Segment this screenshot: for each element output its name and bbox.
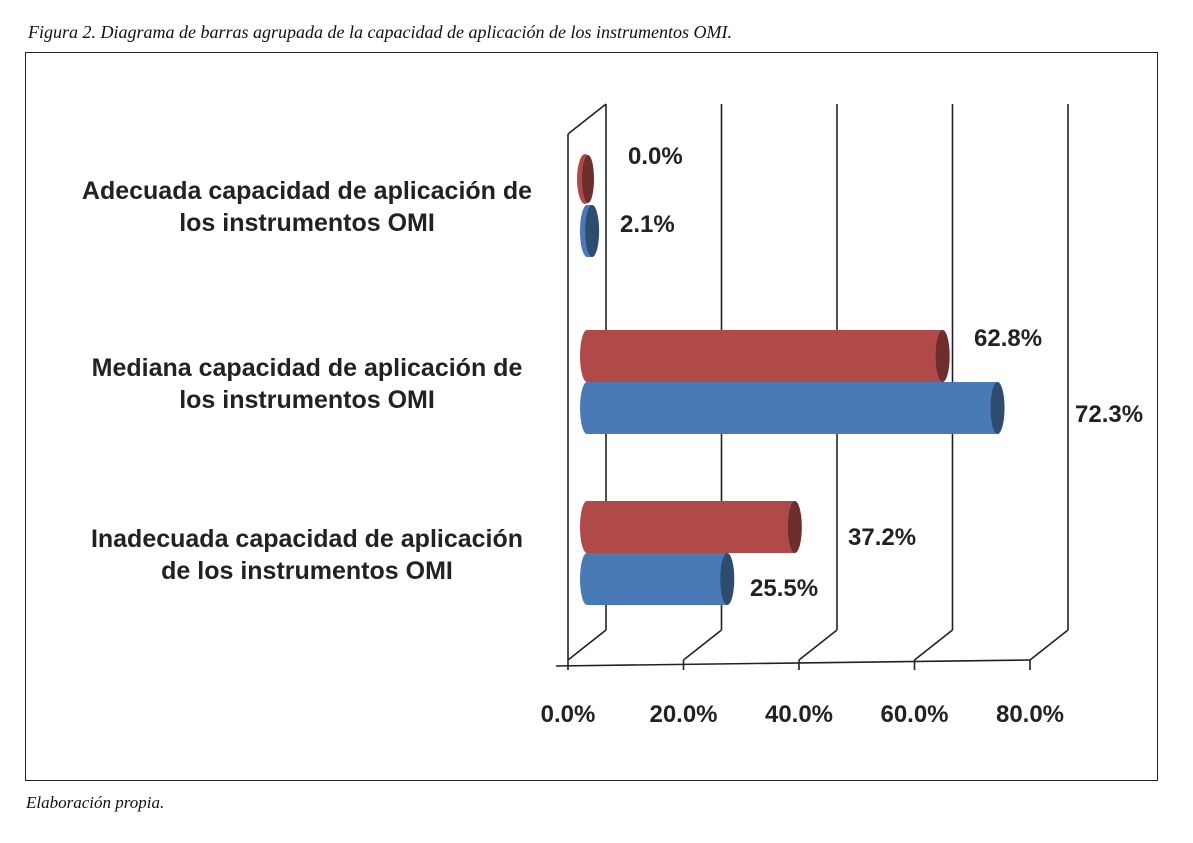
bar-end-cap	[720, 553, 735, 605]
x-tick-label: 40.0%	[765, 701, 833, 728]
category-label-line: Inadecuada capacidad de aplicación	[91, 525, 523, 553]
grid-layer	[555, 103, 1069, 670]
chart-frame	[25, 52, 1158, 781]
data-label: 0.0%	[628, 143, 683, 170]
bar-end-cap	[935, 330, 950, 382]
data-label: 72.3%	[1075, 401, 1143, 428]
bar	[580, 205, 600, 257]
figure-footnote: Elaboración propia.	[26, 793, 165, 812]
category-label: Mediana capacidad de aplicación de los in…	[92, 354, 523, 414]
x-tick-label: 60.0%	[880, 701, 948, 728]
bar-body	[580, 553, 728, 605]
category-label-line: los instrumentos OMI	[179, 209, 435, 237]
x-axis-line	[555, 659, 1031, 667]
category-label-line: Adecuada capacidad de aplicación de	[82, 177, 532, 205]
category-label-line: de los instrumentos OMI	[161, 557, 453, 585]
bar	[580, 501, 802, 553]
x-tick-label: 0.0%	[541, 701, 596, 728]
figure-caption: Figura 2. Diagrama de barras agrupada de…	[28, 22, 732, 42]
bar-end-cap	[990, 382, 1005, 434]
gridline-depth	[914, 629, 953, 661]
labels-layer: 0.0% 20.0% 40.0% 60.0% 80.0% 0.0% 2.1% Adecuada…	[82, 143, 1143, 728]
category-label-line: los instrumentos OMI	[179, 386, 435, 414]
bars-layer	[577, 154, 1005, 605]
bar-body	[580, 501, 795, 553]
data-label: 37.2%	[848, 524, 916, 551]
x-tick-label: 20.0%	[649, 701, 717, 728]
category-label-line: Mediana capacidad de aplicación de	[92, 354, 523, 382]
bar	[580, 330, 950, 382]
gridline-depth	[798, 629, 838, 661]
bar-body	[580, 382, 998, 434]
data-label: 25.5%	[750, 575, 818, 602]
bar	[580, 553, 735, 605]
bar-end-cap	[582, 155, 594, 203]
gridline-depth	[567, 629, 607, 661]
bar	[577, 154, 594, 204]
bar-end-cap	[787, 501, 802, 553]
x-tick-label: 80.0%	[996, 701, 1064, 728]
data-label: 62.8%	[974, 325, 1042, 352]
bar	[580, 382, 1005, 434]
gridline-depth	[683, 629, 722, 661]
bar-body	[580, 330, 943, 382]
category-label: Inadecuada capacidad de aplicación de los…	[91, 525, 523, 585]
bar-end-cap	[585, 205, 600, 257]
wall-top-edge	[567, 103, 607, 135]
category-label: Adecuada capacidad de aplicación de los i…	[82, 177, 532, 237]
data-label: 2.1%	[620, 211, 675, 238]
gridline-depth	[1029, 629, 1069, 661]
